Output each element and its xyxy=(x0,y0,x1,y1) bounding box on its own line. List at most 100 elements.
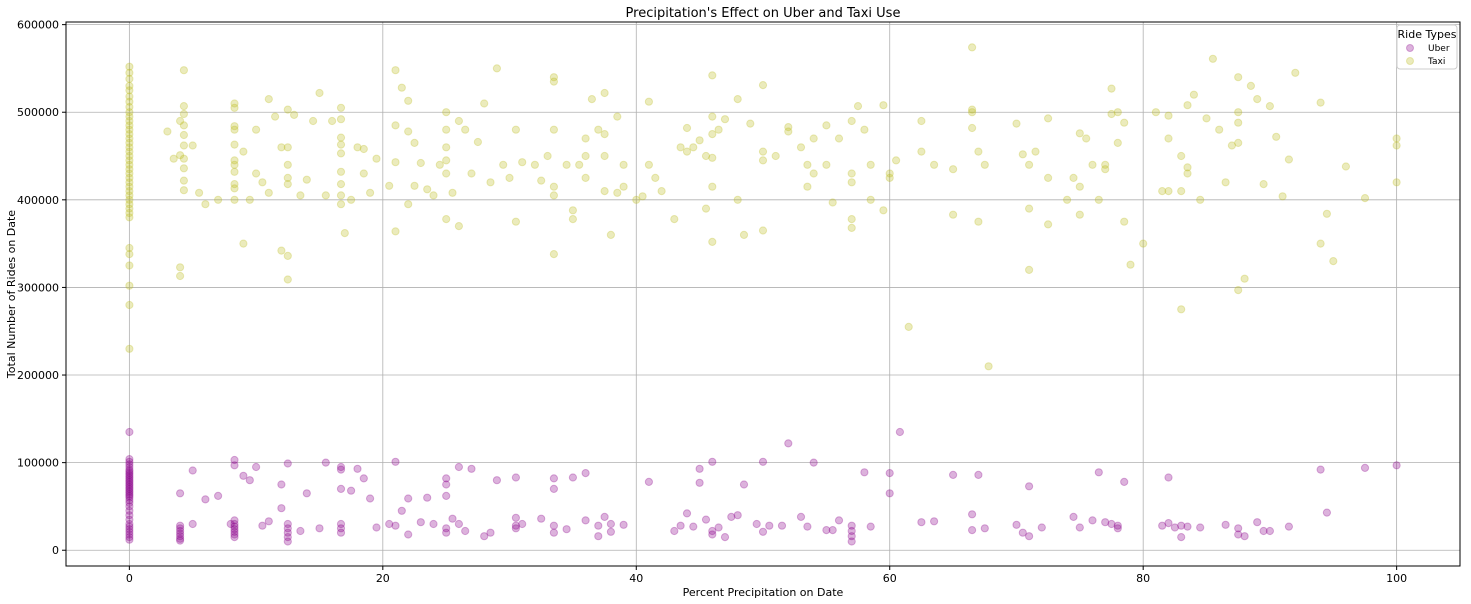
uber-point xyxy=(1101,518,1110,527)
uber-point xyxy=(125,535,134,544)
taxi-point xyxy=(1183,169,1192,178)
taxi-point xyxy=(606,230,616,239)
taxi-point xyxy=(651,173,660,182)
uber-point xyxy=(822,526,831,535)
uber-point xyxy=(125,460,134,469)
uber-point xyxy=(1107,519,1116,529)
uber-point xyxy=(176,526,185,536)
taxi-point xyxy=(682,147,692,156)
uber-point xyxy=(1284,522,1294,531)
taxi-point xyxy=(309,116,318,126)
uber-point xyxy=(866,522,875,531)
taxi-point xyxy=(1126,260,1135,269)
series-taxi xyxy=(125,43,1401,371)
uber-point xyxy=(258,521,267,530)
legend-marker-taxi xyxy=(1406,57,1414,65)
uber-point xyxy=(125,525,134,534)
taxi-point xyxy=(1392,134,1401,143)
taxi-point xyxy=(347,195,356,204)
uber-point xyxy=(537,514,546,523)
uber-point xyxy=(1240,532,1249,541)
x-axis-ticks: 0 20 40 60 80 100 xyxy=(126,566,1407,585)
uber-point xyxy=(125,533,134,542)
uber-point xyxy=(796,512,806,522)
taxi-point xyxy=(581,134,590,143)
taxi-point xyxy=(980,160,989,169)
taxi-point xyxy=(230,184,239,193)
uber-point xyxy=(277,504,286,513)
uber-point xyxy=(1316,465,1325,474)
taxi-point xyxy=(1183,163,1192,172)
taxi-point xyxy=(803,182,812,191)
uber-point xyxy=(885,469,894,478)
uber-point xyxy=(176,521,185,530)
taxi-point xyxy=(176,116,185,126)
legend: Ride Types Uber Taxi xyxy=(1396,24,1458,70)
uber-point xyxy=(1234,524,1243,533)
taxi-point xyxy=(283,105,292,114)
uber-point xyxy=(125,488,134,497)
uber-point xyxy=(809,458,818,467)
taxi-point xyxy=(391,66,400,75)
uber-point xyxy=(549,474,559,483)
taxi-point xyxy=(1234,138,1243,147)
taxi-point xyxy=(1025,265,1034,274)
uber-point xyxy=(125,472,134,481)
uber-point xyxy=(336,528,346,537)
taxi-point xyxy=(125,213,134,222)
uber-point xyxy=(974,470,983,479)
uber-point xyxy=(230,533,239,542)
taxi-point xyxy=(1341,162,1351,171)
taxi-point xyxy=(1044,114,1053,123)
taxi-point xyxy=(179,176,188,185)
uber-point xyxy=(1196,523,1205,532)
taxi-point xyxy=(1113,108,1122,117)
taxi-point xyxy=(277,143,286,152)
uber-point xyxy=(682,509,692,518)
taxi-point xyxy=(125,261,134,270)
uber-point xyxy=(359,474,368,483)
taxi-point xyxy=(847,223,856,232)
uber-point xyxy=(701,515,711,524)
uber-point xyxy=(917,518,926,527)
taxi-point xyxy=(290,110,299,120)
uber-point xyxy=(125,481,134,490)
uber-point xyxy=(176,529,185,538)
uber-point xyxy=(336,484,346,493)
chart-title: Precipitation's Effect on Uber and Taxi … xyxy=(626,6,901,21)
taxi-point xyxy=(336,180,346,189)
taxi-point xyxy=(264,95,273,104)
taxi-point xyxy=(1227,141,1237,150)
taxi-point xyxy=(125,208,134,218)
taxi-point xyxy=(600,151,609,161)
taxi-point xyxy=(442,108,451,117)
uber-point xyxy=(176,524,185,533)
taxi-point xyxy=(549,125,559,134)
taxi-point xyxy=(1139,239,1148,248)
taxi-point xyxy=(486,178,495,187)
uber-point xyxy=(283,524,292,533)
taxi-point xyxy=(391,121,400,130)
taxi-point xyxy=(230,103,239,112)
uber-point xyxy=(448,514,457,523)
uber-point xyxy=(125,511,134,520)
taxi-point xyxy=(416,158,425,168)
taxi-point xyxy=(809,169,818,178)
x-tick-label: 20 xyxy=(376,572,390,585)
taxi-point xyxy=(1063,195,1072,204)
uber-point xyxy=(581,469,590,478)
uber-point xyxy=(714,523,723,532)
taxi-point xyxy=(336,133,346,142)
taxi-point xyxy=(1284,155,1294,164)
taxi-point xyxy=(511,125,521,134)
taxi-point xyxy=(125,130,134,139)
uber-point xyxy=(277,480,286,489)
taxi-point xyxy=(1151,108,1161,117)
uber-point xyxy=(176,536,185,545)
uber-point xyxy=(486,528,495,537)
taxi-point xyxy=(179,121,188,130)
uber-point xyxy=(968,526,977,535)
taxi-point xyxy=(404,127,413,136)
taxi-point xyxy=(1183,101,1192,110)
taxi-point xyxy=(860,125,869,134)
